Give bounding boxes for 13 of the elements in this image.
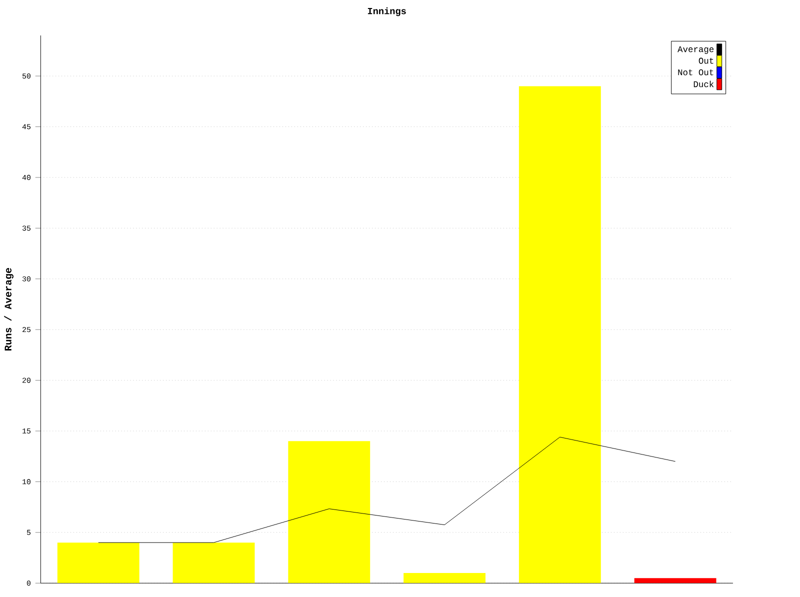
line-series bbox=[98, 436, 676, 543]
bar bbox=[404, 572, 486, 584]
bar bbox=[172, 542, 255, 584]
bar bbox=[57, 542, 140, 584]
y-axis-title: Runs / Average bbox=[4, 268, 14, 350]
legend-label: Not Out bbox=[678, 69, 714, 76]
legend-label: Out bbox=[698, 58, 714, 64]
legend-label: Average bbox=[678, 46, 714, 54]
bar bbox=[518, 86, 601, 584]
bar bbox=[288, 441, 370, 584]
legend-label: Duck bbox=[694, 80, 714, 88]
bar bbox=[634, 578, 716, 584]
chart-title: Innings bbox=[368, 7, 406, 16]
